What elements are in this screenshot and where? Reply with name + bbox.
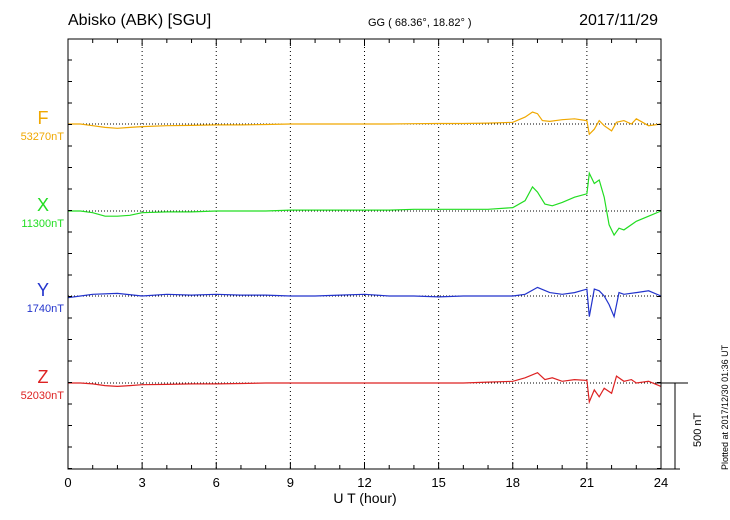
series-name-x: X [36,195,49,215]
x-tick-label-21: 21 [580,475,594,490]
station-title: Abisko (ABK) [SGU] [68,12,212,29]
series-baseline-z: 52030nT [20,390,64,402]
series-baseline-f: 53270nT [20,131,64,143]
baselines [68,123,661,384]
trace-f [68,111,662,136]
scale-bar-label: 500 nT [692,412,704,447]
x-ticks: 0 3 6 9 12 15 18 21 24 [64,39,668,490]
trace-y [67,286,662,319]
x-tick-label-6: 6 [213,475,220,490]
trace-z [68,371,662,405]
trace-x [68,171,662,237]
plot-date: 2017/11/29 [579,12,658,29]
x-tick-label-3: 3 [139,475,146,490]
x-tick-label-24: 24 [654,475,668,490]
grid-lines [141,39,588,469]
x-tick-label-12: 12 [357,475,371,490]
x-tick-label-9: 9 [287,475,294,490]
x-tick-label-18: 18 [506,475,520,490]
plotted-timestamp: Plotted at 2017/12/30 01:36 UT [720,344,730,470]
series-traces [67,111,662,405]
x-tick-label-0: 0 [64,475,71,490]
geographic-coordinates: GG ( 68.36°, 18.82° ) [368,17,472,29]
series-baseline-x: 11300nT [21,218,64,230]
series-name-y: Y [36,280,49,300]
x-tick-label-15: 15 [431,475,445,490]
series-name-z: Z [37,367,49,387]
scale-bar [655,382,688,470]
series-baseline-y: 1740nT [26,303,64,315]
series-name-f: F [37,108,49,128]
